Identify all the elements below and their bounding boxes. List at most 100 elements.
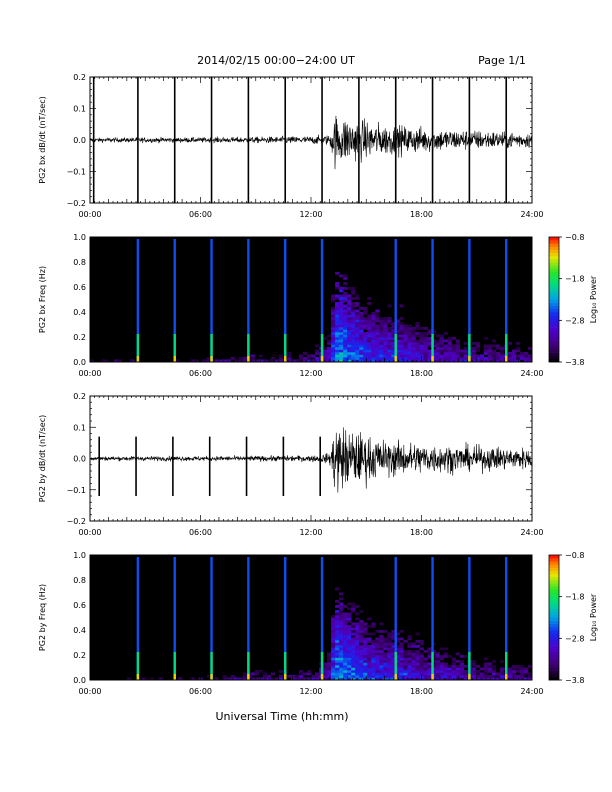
spectrogram-cell — [379, 672, 384, 676]
spectrogram-cell — [347, 309, 352, 313]
spectrogram-cell — [343, 329, 348, 333]
spectrogram-cell — [435, 357, 440, 360]
spectrogram-cell — [363, 655, 368, 658]
spectrogram-cell — [375, 314, 380, 318]
spectrogram-cell — [499, 670, 505, 673]
spectrogram-cell — [355, 302, 360, 305]
colorbar-segment — [549, 642, 559, 646]
spectrogram-cell — [375, 675, 380, 678]
spectrogram-cell — [343, 650, 348, 653]
spectrogram-cell — [499, 357, 505, 360]
spectrogram-cell — [379, 622, 384, 626]
colorbar-segment — [549, 249, 559, 253]
spectrogram-cell — [395, 339, 400, 343]
spectrogram-cell — [403, 354, 408, 358]
spectrogram-cell — [343, 635, 348, 638]
spectrogram-cell — [415, 347, 420, 350]
spectrogram-cell — [415, 352, 420, 355]
spectrogram-cell — [383, 660, 388, 663]
spectrogram-cell — [351, 317, 356, 320]
spectrogram-cell — [339, 675, 344, 678]
spectrogram-cell — [423, 337, 428, 340]
spectrogram-cell — [395, 327, 400, 330]
spectrogram-cell — [363, 630, 368, 633]
colorbar-segment — [549, 620, 559, 625]
spectrogram-cell — [491, 357, 497, 360]
spectrogram-cell — [463, 665, 469, 668]
spectrogram-cell — [351, 670, 356, 673]
spectrogram-cell — [339, 312, 344, 315]
spectrogram-cell — [407, 650, 412, 653]
spectrogram-cell — [339, 274, 344, 278]
spectrogram-cell — [367, 667, 372, 671]
spectrogram-cell — [403, 672, 408, 676]
spectrogram-cell — [327, 660, 332, 663]
spectrogram-cell — [391, 342, 396, 345]
spectrogram-cell — [242, 677, 248, 680]
spectrogram-cell — [403, 344, 408, 348]
y-tick-label: 0.4 — [73, 308, 86, 317]
spectrogram-cell — [415, 359, 420, 362]
spectrogram-cell — [483, 672, 489, 676]
spectrogram-cell — [411, 359, 416, 362]
spectrogram-cell — [351, 627, 356, 631]
spectrogram-cell — [323, 357, 328, 360]
spectrogram-cell — [387, 652, 392, 656]
spectrogram-cell — [371, 670, 376, 673]
spectrogram-cell — [339, 357, 344, 360]
spectrogram-cell — [383, 645, 388, 648]
spectrogram-cell — [323, 662, 328, 666]
spectrogram-cell — [371, 354, 376, 358]
colorbar-segment — [549, 308, 559, 313]
pulse-stripe — [284, 557, 287, 680]
colorbar-segment — [549, 274, 559, 278]
spectrogram-cell — [363, 642, 368, 646]
spectrogram-cell — [455, 347, 460, 350]
spectrogram-cell — [427, 329, 432, 333]
spectrogram-cell — [359, 354, 364, 358]
spectrogram-cell — [387, 352, 392, 355]
spectrogram-cell — [391, 322, 396, 325]
spectrogram-cell — [331, 660, 336, 663]
spectrogram-cell — [367, 339, 372, 343]
spectrogram-cell — [491, 670, 497, 673]
spectrogram-cell — [371, 645, 376, 648]
spectrogram-cell — [343, 662, 348, 666]
spectrogram-cell — [363, 332, 368, 335]
y-tick-label: 0.2 — [73, 73, 86, 82]
spectrogram-cell — [371, 655, 376, 658]
spectrogram-cell — [411, 672, 416, 676]
colorbar-segment — [549, 290, 559, 294]
spectrogram-cell — [339, 627, 344, 631]
spectrogram-cell — [415, 632, 420, 636]
spectrogram-cell — [343, 617, 348, 621]
spectrogram-cell — [491, 352, 497, 355]
spectrogram-cell — [403, 657, 408, 661]
spectrogram-cell — [278, 670, 284, 673]
spectrogram-cell — [343, 339, 348, 343]
spectrogram-cell — [387, 670, 392, 673]
spectrogram-cell — [399, 655, 404, 658]
spectrogram-cell — [359, 610, 364, 613]
spectrogram-cell — [387, 344, 392, 348]
spectrogram-cell — [387, 655, 392, 658]
spectrogram-cell — [427, 672, 432, 676]
spectrogram-cell — [367, 647, 372, 651]
spectrogram-cell — [399, 324, 404, 328]
spectrogram-cell — [331, 652, 336, 656]
spectrogram-cell — [363, 317, 368, 320]
spectrogram-cell — [290, 675, 296, 678]
spectrogram-cell — [371, 672, 376, 676]
spectrogram-cell — [371, 327, 376, 330]
spectrogram-cell — [331, 650, 336, 653]
spectrogram-cell — [395, 359, 400, 362]
pulse-stripe — [394, 239, 397, 362]
spectrogram-cell — [447, 349, 452, 353]
spectrogram-cell — [411, 652, 416, 656]
spectrogram-cell — [335, 334, 340, 338]
spectrogram-cell — [331, 352, 336, 355]
spectrogram-cell — [415, 675, 420, 678]
spectrogram-cell — [367, 327, 372, 330]
spectrogram-cell — [459, 675, 464, 678]
spectrogram-cell — [471, 342, 477, 345]
